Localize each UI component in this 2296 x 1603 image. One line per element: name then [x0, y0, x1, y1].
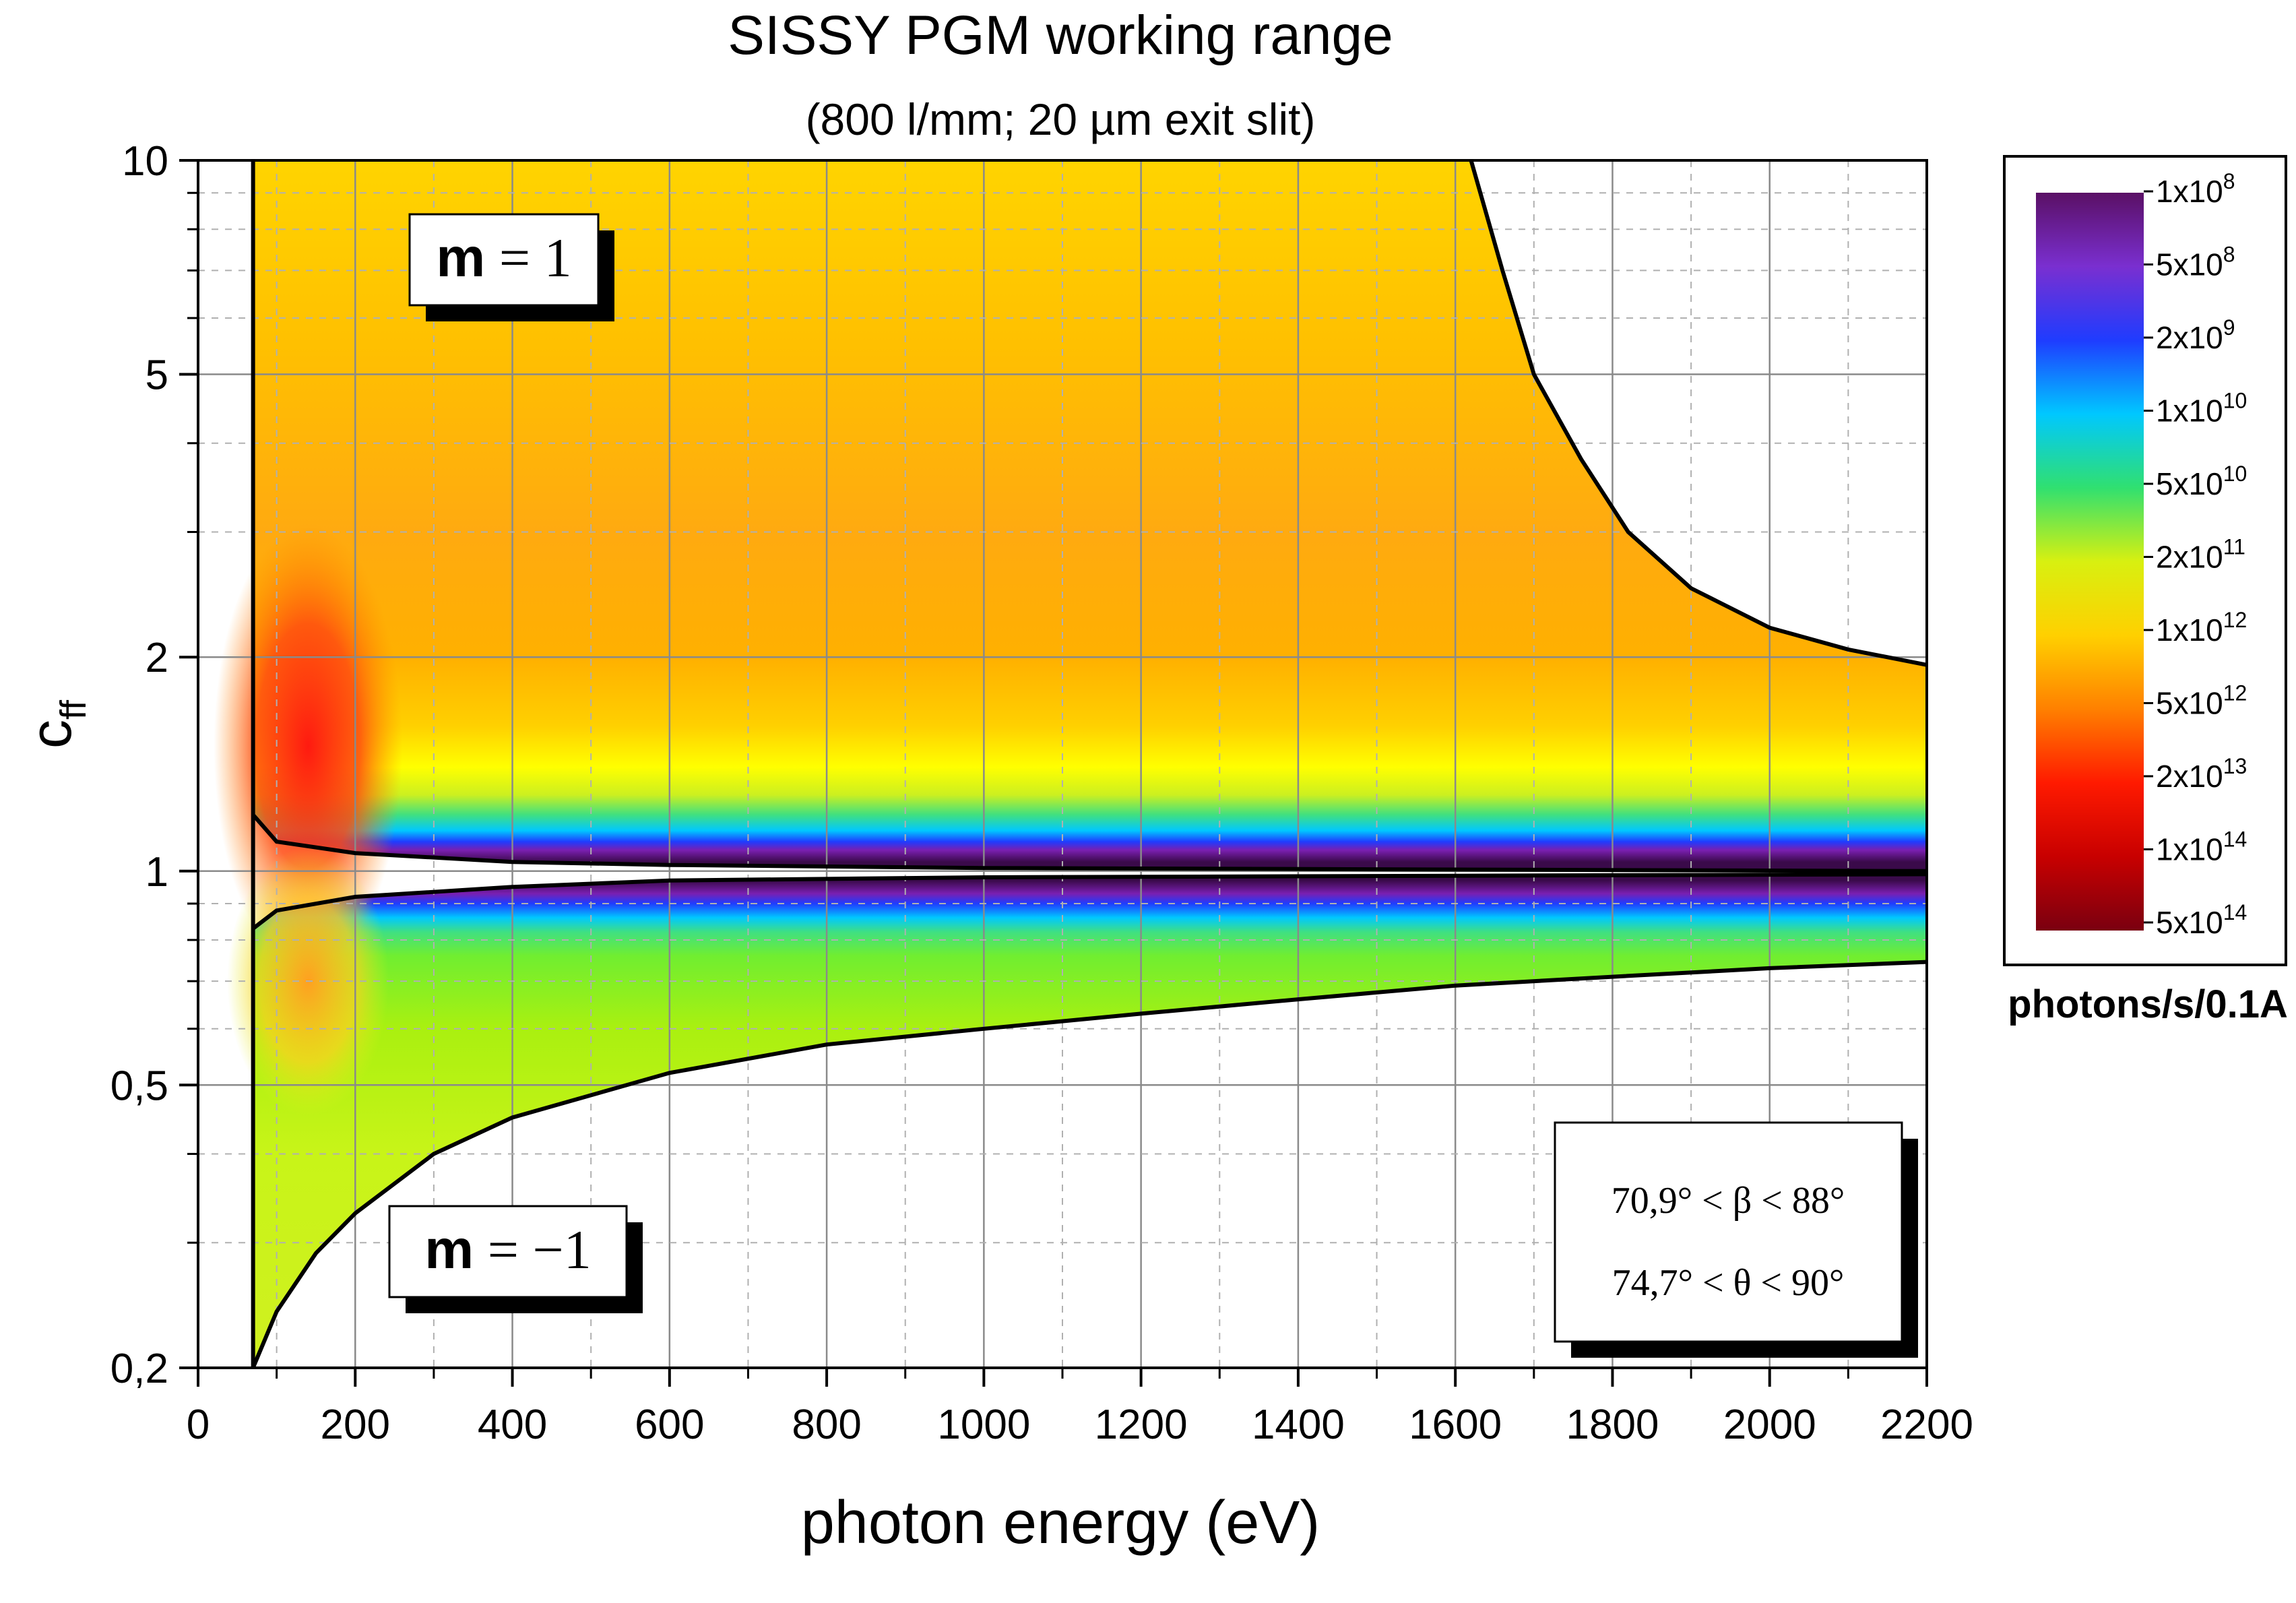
colorbar-tick-label: 2x1011 — [2156, 535, 2245, 575]
y-tick-label: 1 — [146, 849, 168, 895]
x-tick-label: 600 — [635, 1402, 704, 1448]
x-axis-ticks: 0 200 400 600 800 1000 1200 1400 1600 1800 2000 220… — [187, 1368, 1973, 1448]
boundary-m-1-upper — [251, 872, 1927, 931]
boundary-m1-upper — [1469, 160, 1927, 667]
x-tick-label: 400 — [478, 1402, 547, 1448]
x-tick-label: 2200 — [1880, 1402, 1973, 1448]
colorbar-tick-label: 2x1013 — [2156, 754, 2247, 794]
y-axis-ticks: 0,2 0,5 1 2 5 10 — [110, 138, 198, 1392]
x-tick-label: 200 — [321, 1402, 390, 1448]
plot-area: 0 200 400 600 800 1000 1200 1400 1600 1800 2000 220… — [110, 138, 1973, 1448]
chart-title: SISSY PGM working range — [728, 5, 1393, 66]
colorbar-tick-label: 5x1014 — [2156, 900, 2247, 940]
x-tick-label: 1200 — [1095, 1402, 1188, 1448]
colorbar-tick-label: 5x1012 — [2156, 681, 2247, 721]
x-tick-label: 1800 — [1566, 1402, 1659, 1448]
boundary-m1-lower — [251, 813, 1927, 873]
colorbar-tick-label: 2x109 — [2156, 315, 2235, 355]
label-m1: m = 1 — [408, 213, 614, 321]
x-tick-label: 0 — [187, 1402, 210, 1448]
label-m-1-m: m — [424, 1219, 474, 1280]
label-m1-m: m — [436, 227, 485, 288]
colorbar-tick-label: 1x1012 — [2156, 608, 2247, 648]
y-axis-label: cff — [19, 699, 94, 749]
colorbar-tick-label: 1x108 — [2156, 169, 2235, 209]
colorbar-tick-label: 5x1010 — [2156, 462, 2247, 501]
x-tick-label: 1600 — [1409, 1402, 1502, 1448]
heatmap-regions — [214, 160, 1927, 1368]
beta-range-text: 70,9° < β < 88° — [1612, 1180, 1845, 1222]
boundary-m-1-lower — [251, 960, 1927, 1369]
svg-text:m = 1: m = 1 — [436, 227, 571, 288]
colorbar-tick-label: 5x108 — [2156, 243, 2235, 282]
region-m-1-fill — [253, 874, 1927, 1368]
x-tick-label: 2000 — [1723, 1402, 1816, 1448]
label-m1-rest: = 1 — [485, 227, 571, 288]
y-tick-label: 0,5 — [110, 1063, 168, 1109]
y-tick-label: 10 — [122, 138, 168, 185]
chart-subtitle: (800 l/mm; 20 µm exit slit) — [806, 94, 1316, 144]
x-tick-label: 1000 — [937, 1402, 1030, 1448]
x-axis-label: photon energy (eV) — [801, 1489, 1320, 1557]
theta-range-text: 74,7° < θ < 90° — [1612, 1262, 1845, 1304]
y-axis-label-subscript: ff — [53, 699, 94, 720]
svg-text:m = −1: m = −1 — [424, 1219, 591, 1280]
region-m1-fill — [253, 160, 1927, 871]
label-m-1-rest: = −1 — [474, 1219, 592, 1280]
x-tick-label: 800 — [792, 1402, 861, 1448]
y-axis-label-base: c — [19, 720, 84, 749]
label-m-1: m = −1 — [388, 1205, 643, 1313]
colorbar-tick-label: 1x1014 — [2156, 827, 2247, 867]
colorbar-gradient — [2036, 193, 2144, 931]
region-boundaries — [251, 160, 1927, 1369]
colorbar-tick-label: 1x1010 — [2156, 389, 2247, 429]
angle-range-box: 70,9° < β < 88° 74,7° < θ < 90° — [1554, 1121, 1918, 1358]
colorbar-title: photons/s/0.1A — [2008, 982, 2288, 1026]
colorbar-ticks: 1x108 5x108 2x109 1x1010 5x1010 2x1011 1x1012 5… — [2144, 169, 2247, 940]
y-tick-label: 0,2 — [110, 1346, 168, 1392]
y-tick-label: 2 — [146, 635, 168, 681]
y-tick-label: 5 — [146, 352, 168, 399]
colorbar: 1x108 5x108 2x109 1x1010 5x1010 2x1011 1x1012 5… — [2003, 155, 2288, 1026]
x-tick-label: 1400 — [1252, 1402, 1345, 1448]
